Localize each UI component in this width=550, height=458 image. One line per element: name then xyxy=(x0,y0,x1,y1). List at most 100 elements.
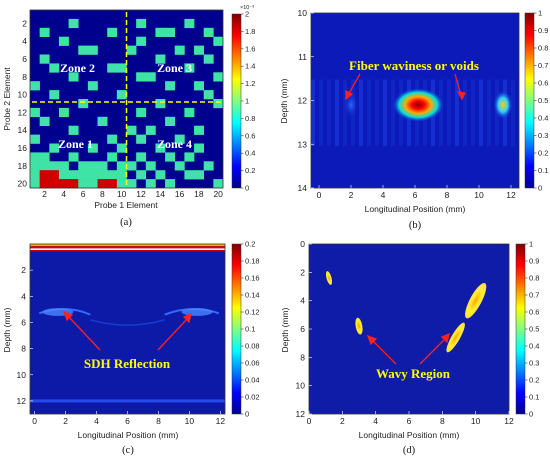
panel-b-texture-stripe xyxy=(375,79,379,146)
panel-a-y-tick-label: 16 xyxy=(18,143,28,153)
panel-d-wavy-blob-0 xyxy=(325,271,333,285)
panel-a-heatmap-cell xyxy=(87,143,98,153)
panel-a-heatmap-cell xyxy=(174,45,185,55)
panel-c-y-axis-label: Depth (mm) xyxy=(2,307,12,352)
panel-b-texture-stripe xyxy=(383,79,387,146)
panel-a-heatmap-cell xyxy=(58,161,69,171)
panel-c-colorbar-tick-label: 0.02 xyxy=(245,393,260,402)
panel-b-reflection-2 xyxy=(493,90,513,120)
panel-d-colorbar-tick-label: 0.5 xyxy=(529,325,539,334)
panel-a-heatmap-cell xyxy=(49,90,60,100)
panel-a-colorbar xyxy=(231,13,242,189)
panel-a-colorbar-tick-label: 0.2 xyxy=(245,166,255,175)
panel-b-texture-stripe xyxy=(479,79,483,146)
panel-d-x-tick-label: 10 xyxy=(471,416,481,426)
panel-a-heatmap-cell xyxy=(58,36,69,46)
panel-b-x-tick-label: 10 xyxy=(474,190,484,200)
panel-a-heatmap-cell xyxy=(126,125,137,135)
panel-c-colorbar-tick-label: 0.12 xyxy=(245,308,260,317)
panel-a-colorbar-tick-label: 0.8 xyxy=(245,114,255,123)
panel-b-colorbar-tick-label: 0.2 xyxy=(538,149,548,158)
panel-c-colorbar-tick-label: 0.18 xyxy=(245,257,260,266)
panel-a-heatmap-cell xyxy=(155,143,166,153)
panel-d-colorbar-tick-label: 0.7 xyxy=(529,291,539,300)
panel-c-y-tick-label: 12 xyxy=(17,396,27,406)
panel-a-y-tick-label: 18 xyxy=(18,161,28,171)
panel-a-heatmap-cell xyxy=(203,161,214,171)
panel-a-heatmap-cell xyxy=(213,179,224,189)
panel-c-colorbar-tick-label: 0.06 xyxy=(245,359,260,368)
panel-a-heatmap-cell xyxy=(145,125,156,135)
panel-c-x-axis-label: Longitudinal Position (mm) xyxy=(78,430,179,440)
panel-a-heatmap-cell xyxy=(136,134,147,144)
panel-d-arrowhead-right xyxy=(440,332,450,344)
panel-a-heatmap-cell xyxy=(184,63,195,73)
panel-a-heatmap-cell xyxy=(203,27,214,37)
panel-a-x-tick-label: 14 xyxy=(156,189,166,199)
panel-a-heatmap-cell xyxy=(58,179,69,189)
panel-a-colorbar-exponent: ×10⁻³ xyxy=(240,5,254,11)
panel-b-texture-stripe xyxy=(327,79,331,146)
panel-b-y-tick-label: 11 xyxy=(298,52,307,62)
panel-c-sdh-spot-1 xyxy=(181,308,213,316)
panel-a-heatmap-cell xyxy=(136,36,147,46)
panel-d-wavy-blob-3 xyxy=(465,282,487,319)
panel-a-heatmap-cell xyxy=(49,143,60,153)
panel-a-x-tick-label: 6 xyxy=(81,189,86,199)
panel-a-colorbar-tick-label: 2 xyxy=(245,10,249,19)
panel-a: Zone 2 Zone 3 Zone 1 Zone 4 2 4 6 8 10 12 14 16… xyxy=(2,5,255,228)
panel-b-x-axis-label: Longitudinal Position (mm) xyxy=(365,204,466,214)
panel-c-x-tick-label: 4 xyxy=(94,416,99,426)
panel-b-colorbar-tick-label: 0.6 xyxy=(538,79,548,88)
panel-a-heatmap-cell xyxy=(203,54,214,64)
panel-b-texture-stripe xyxy=(439,79,443,146)
panel-c-annotation: SDH Reflection xyxy=(84,356,171,371)
panel-b-texture-stripe xyxy=(447,79,451,146)
panel-a-y-tick-label: 14 xyxy=(18,125,28,135)
panel-a-heatmap-cell xyxy=(136,72,147,82)
panel-a-colorbar-ticks: 0 0.2 0.4 0.6 0.8 1 1.2 1.4 1.6 1.8 2 xyxy=(241,10,255,193)
panel-b-colorbar-tick-label: 1 xyxy=(538,9,542,18)
panel-a-heatmap-cell xyxy=(39,27,50,37)
panel-b-colorbar xyxy=(524,12,535,189)
panel-a-heatmap-cell xyxy=(107,27,118,37)
panel-a-heatmap-cell xyxy=(87,45,98,55)
panel-a-heatmap-cell xyxy=(49,63,60,73)
panel-d-x-tick-label: 0 xyxy=(307,416,312,426)
panel-a-heatmap-cell xyxy=(116,143,127,153)
panel-d-annotation-arrows xyxy=(366,332,450,365)
panel-d-arrow-right xyxy=(419,337,447,365)
panel-a-heatmap-cell xyxy=(155,99,166,109)
panel-a-heatmap-cell xyxy=(194,81,204,91)
panel-b-texture-stripe xyxy=(487,79,491,146)
panel-a-heatmap-cell xyxy=(145,161,156,171)
zone-3-label: Zone 3 xyxy=(157,61,192,75)
panel-c-front-surface-band xyxy=(30,250,225,252)
panel-b-arrow-left xyxy=(347,73,361,96)
panel-c-x-tick-label: 6 xyxy=(125,416,130,426)
panel-c-arrowhead-right xyxy=(182,312,192,324)
panel-a-heatmap-cell xyxy=(58,107,69,118)
panel-a-heatmap-cell xyxy=(39,116,50,126)
panel-b-x-tick-label: 0 xyxy=(317,190,322,200)
panel-a-heatmap-cell xyxy=(58,170,69,180)
zone-2-label: Zone 2 xyxy=(60,61,95,75)
panel-a-heatmap-cell xyxy=(213,99,224,109)
panel-b-texture-stripe xyxy=(471,79,475,146)
panel-a-heatmap-cell xyxy=(87,161,98,171)
panel-b-colorbar-tick-label: 0.7 xyxy=(538,61,548,70)
panel-a-heatmap-cell xyxy=(145,179,156,189)
panel-a-colorbar-tick-label: 0.4 xyxy=(245,149,255,158)
panel-c-y-tick-label: 8 xyxy=(21,344,26,354)
panel-d-colorbar-ticks: 0 0.1 0.2 0.3 0.4 0.5 0.6 0.7 0.8 0.9 1 xyxy=(525,240,539,419)
panel-c-y-tick-label: 10 xyxy=(17,370,27,380)
panel-a-heatmap-cell xyxy=(116,161,127,171)
panel-c-x-ticks: 0 2 4 6 8 10 12 xyxy=(32,411,225,426)
panel-c-colorbar-tick-label: 0.08 xyxy=(245,342,260,351)
panel-a-heatmap-cell xyxy=(97,116,108,126)
panel-a-heatmap-cell xyxy=(145,72,156,82)
panel-a-heatmap-cell xyxy=(30,170,40,180)
panel-a-heatmap-cell xyxy=(68,179,79,189)
panel-c-colorbar-tick-label: 0.14 xyxy=(245,291,260,300)
panel-b-y-tick-label: 10 xyxy=(298,8,308,18)
